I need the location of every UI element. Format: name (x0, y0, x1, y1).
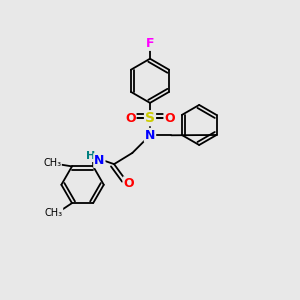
Text: N: N (145, 129, 155, 142)
Text: O: O (125, 112, 136, 125)
Text: S: S (145, 111, 155, 125)
Text: F: F (146, 37, 154, 50)
Text: H: H (86, 151, 95, 161)
Text: O: O (124, 177, 134, 190)
Text: O: O (164, 112, 175, 125)
Text: O: O (51, 158, 61, 168)
Text: CH₃: CH₃ (43, 158, 61, 168)
Text: O: O (52, 208, 62, 218)
Text: N: N (94, 154, 104, 167)
Text: CH₃: CH₃ (45, 208, 63, 218)
